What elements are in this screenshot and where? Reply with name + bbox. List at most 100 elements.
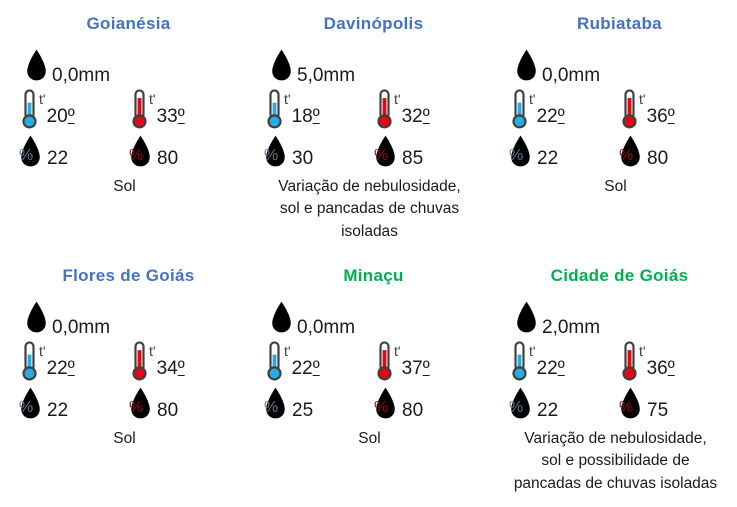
min-humidity-group: % 22 (508, 384, 618, 422)
thermometer-label: t' (639, 91, 646, 107)
min-humidity-group: % 30 (263, 132, 373, 170)
max-thermometer-icon (622, 341, 637, 381)
temperature-row: t' 18º t' 32º (263, 89, 484, 129)
percent-symbol: % (619, 399, 634, 416)
forecast-text: Sol (113, 430, 136, 447)
max-humidity-drop-icon: % (128, 132, 153, 170)
thermometer-label: t' (394, 91, 401, 107)
city-card-goianesia: Goianésia 0,0mm t' 20º t' 33º % 22 % (0, 0, 245, 252)
max-humidity-value: 80 (647, 148, 669, 169)
rain-drop-icon (272, 301, 291, 333)
temperature-row: t' 22º t' 34º (18, 341, 239, 381)
thermometer-label: t' (284, 91, 291, 107)
degree-symbol: º (312, 106, 320, 127)
temp-number: 36 (646, 106, 668, 127)
degree-symbol: º (67, 358, 75, 379)
thermometer-label: t' (639, 343, 646, 359)
min-temp-value: 22º (537, 359, 565, 378)
min-humidity-drop-icon: % (263, 384, 288, 422)
max-humidity-drop-icon: % (618, 384, 643, 422)
max-humidity-drop-icon: % (373, 384, 398, 422)
forecast-text: Sol (358, 430, 381, 447)
precipitation-value: 2,0mm (542, 317, 601, 338)
precipitation-row: 2,0mm (514, 292, 731, 338)
degree-symbol: º (177, 358, 185, 379)
min-temp-group: t' 20º (18, 89, 128, 129)
min-humidity-value: 22 (47, 148, 69, 169)
max-humidity-value: 80 (157, 400, 179, 421)
min-thermometer-icon (267, 341, 282, 381)
temp-number: 22 (46, 358, 68, 379)
max-humidity-drop-icon: % (128, 384, 153, 422)
max-thermometer-icon (132, 89, 147, 129)
temp-number: 18 (291, 106, 313, 127)
percent-symbol: % (129, 147, 144, 164)
degree-symbol: º (667, 358, 675, 379)
precipitation-row: 0,0mm (269, 292, 484, 338)
humidity-row: % 22 % 80 (508, 132, 731, 170)
thermometer-label: t' (394, 343, 401, 359)
max-humidity-group: % 80 (373, 384, 483, 422)
min-humidity-value: 22 (537, 148, 559, 169)
min-temp-group: t' 22º (508, 341, 618, 381)
max-temp-value: 37º (402, 359, 430, 378)
max-temp-group: t' 36º (618, 341, 728, 381)
thermometer-label: t' (39, 91, 46, 107)
temp-number: 36 (646, 358, 668, 379)
min-humidity-drop-icon: % (18, 384, 43, 422)
thermometer-label: t' (529, 91, 536, 107)
min-temp-group: t' 22º (508, 89, 618, 129)
temp-number: 33 (156, 106, 178, 127)
min-humidity-group: % 25 (263, 384, 373, 422)
forecast-text: Variação de nebulosidade, sol e possibil… (513, 430, 718, 492)
max-humidity-value: 80 (402, 400, 424, 421)
city-title: Flores de Goiás (62, 266, 195, 285)
percent-symbol: % (509, 147, 524, 164)
max-humidity-group: % 80 (128, 384, 238, 422)
min-thermometer-icon (22, 341, 37, 381)
max-temp-value: 36º (647, 107, 675, 126)
min-humidity-value: 22 (537, 400, 559, 421)
min-thermometer-icon (267, 89, 282, 129)
max-humidity-group: % 75 (618, 384, 728, 422)
humidity-row: % 25 % 80 (263, 384, 484, 422)
thermometer-label: t' (529, 343, 536, 359)
max-thermometer-icon (132, 341, 147, 381)
max-thermometer-icon (377, 89, 392, 129)
city-title: Rubiataba (577, 14, 662, 33)
min-humidity-drop-icon: % (263, 132, 288, 170)
humidity-row: % 22 % 75 (508, 384, 731, 422)
thermometer-label: t' (284, 343, 291, 359)
precipitation-value: 5,0mm (297, 65, 356, 86)
forecast-text: Sol (113, 178, 136, 195)
city-title: Cidade de Goiás (550, 266, 689, 285)
min-temp-group: t' 18º (263, 89, 373, 129)
thermometer-label: t' (39, 343, 46, 359)
min-temp-value: 22º (537, 107, 565, 126)
max-temp-group: t' 33º (128, 89, 238, 129)
precipitation-value: 0,0mm (542, 65, 601, 86)
city-card-davinopolis: Davinópolis 5,0mm t' 18º t' 32º % 30 % (245, 0, 490, 252)
forecast-text: Variação de nebulosidade, sol e pancadas… (278, 178, 461, 240)
forecast-text: Sol (604, 178, 627, 195)
percent-symbol: % (619, 147, 634, 164)
min-temp-group: t' 22º (18, 341, 128, 381)
city-card-minacu: Minaçu 0,0mm t' 22º t' 37º % 25 % (245, 252, 490, 507)
degree-symbol: º (422, 106, 430, 127)
max-humidity-group: % 80 (618, 132, 728, 170)
precipitation-row: 0,0mm (514, 40, 731, 86)
thermometer-label: t' (149, 91, 156, 107)
max-temp-group: t' 32º (373, 89, 483, 129)
temperature-row: t' 20º t' 33º (18, 89, 239, 129)
degree-symbol: º (557, 106, 565, 127)
rain-drop-icon (27, 49, 46, 81)
percent-symbol: % (264, 147, 279, 164)
humidity-row: % 22 % 80 (18, 132, 239, 170)
min-humidity-value: 22 (47, 400, 69, 421)
temp-number: 22 (536, 358, 558, 379)
max-humidity-value: 80 (157, 148, 179, 169)
min-humidity-value: 25 (292, 400, 314, 421)
max-temp-value: 32º (402, 107, 430, 126)
max-temp-value: 33º (157, 107, 185, 126)
temperature-row: t' 22º t' 37º (263, 341, 484, 381)
